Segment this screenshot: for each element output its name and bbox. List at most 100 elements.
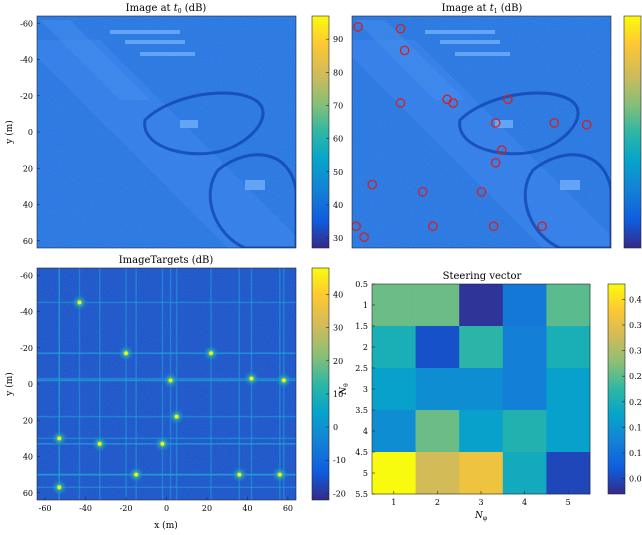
- y-tick-label: 5: [363, 469, 368, 478]
- target-peak: [169, 379, 173, 383]
- steering-cell: [546, 452, 590, 494]
- target-peak: [209, 351, 213, 355]
- steering-cell: [416, 410, 460, 452]
- ylabel-targets: y (m): [4, 372, 15, 397]
- steering-cell: [546, 410, 590, 452]
- sar-image-t1: [335, 16, 642, 300]
- steering-cell: [459, 284, 503, 326]
- colorbar-tick-label: 0.3: [629, 347, 642, 356]
- colorbar-tick-label: -10: [333, 456, 346, 465]
- colorbar-tick-label: 20: [333, 357, 343, 366]
- x-tick-label: -60: [39, 504, 52, 513]
- steering-cell: [372, 284, 416, 326]
- steering-cell: [459, 368, 503, 410]
- y-tick-label: 2: [363, 343, 368, 352]
- target-peak: [250, 377, 254, 381]
- x-tick-label: 1: [391, 498, 396, 507]
- x-tick-label: 20: [202, 504, 212, 513]
- colorbar-tick-label: 0.25: [629, 372, 642, 381]
- steering-cell: [546, 326, 590, 368]
- x-tick-label: -40: [79, 504, 92, 513]
- steering-cell: [372, 452, 416, 494]
- y-tick-label: 3.5: [355, 406, 368, 415]
- y-tick-label: 60: [23, 237, 33, 246]
- colorbar-steering: [608, 284, 625, 494]
- x-tick-label: 4: [522, 498, 527, 507]
- y-tick-label: 3: [363, 385, 368, 394]
- steering-cells: [372, 284, 590, 494]
- y-tick-label: 4.5: [355, 448, 368, 457]
- target-peak: [161, 442, 165, 446]
- x-tick-label: 0: [164, 504, 169, 513]
- y-tick-label: -40: [20, 56, 33, 65]
- x-tick-label: -20: [120, 504, 133, 513]
- y-tick-label: 0.5: [355, 280, 368, 289]
- colorbar-tick-label: 80: [333, 68, 343, 77]
- xlabel-targets: x (m): [154, 520, 178, 531]
- xlabel-steering: Nφ: [474, 511, 487, 522]
- target-peak: [98, 442, 102, 446]
- steering-cell: [503, 368, 547, 410]
- x-tick-label: 3: [478, 498, 483, 507]
- y-tick-label: 5.5: [355, 490, 368, 499]
- targets-heatmap: [37, 268, 296, 500]
- target-peak: [278, 473, 282, 477]
- target-peak: [175, 415, 179, 419]
- y-tick-label: 60: [23, 489, 33, 498]
- colorbar-tick-label: 60: [333, 135, 343, 144]
- y-tick-label: 2.5: [355, 364, 368, 373]
- x-tick-label: 5: [566, 498, 571, 507]
- target-peak: [78, 301, 82, 305]
- y-tick-label: 1: [363, 301, 368, 310]
- colorbar-t0: [312, 16, 329, 248]
- steering-cell: [459, 410, 503, 452]
- y-tick-label: -20: [20, 344, 33, 353]
- colorbar-tick-label: 30: [333, 234, 343, 243]
- title-image-targets: ImageTargets (dB): [119, 255, 214, 266]
- y-tick-label: 20: [23, 416, 33, 425]
- colorbar-tick-label: 0.05: [629, 475, 642, 484]
- colorbar-tick-label: 0.1: [629, 449, 642, 458]
- y-tick-label: 0: [28, 128, 33, 137]
- colorbar-tick-label: 0: [333, 423, 338, 432]
- steering-cell: [459, 326, 503, 368]
- y-tick-label: -60: [20, 19, 33, 28]
- y-tick-label: 40: [23, 201, 33, 210]
- steering-cell: [372, 410, 416, 452]
- colorbar-tick-label: 30: [333, 324, 343, 333]
- colorbar-tick-label: 90: [333, 35, 343, 44]
- steering-cell: [372, 368, 416, 410]
- steering-cell: [503, 452, 547, 494]
- steering-cell: [372, 326, 416, 368]
- steering-cell: [416, 284, 460, 326]
- steering-cell: [459, 452, 503, 494]
- steering-cell: [416, 368, 460, 410]
- colorbar-tick-label: -20: [333, 489, 346, 498]
- target-peak: [238, 473, 242, 477]
- colorbar-tick-label: 0.4: [629, 295, 642, 304]
- panel-image-targets: ImageTargets (dB) -60 -40 -20 0 20 40 60 -60 -4…: [4, 255, 346, 531]
- target-peak: [282, 379, 286, 383]
- x-tick-label: 40: [242, 504, 252, 513]
- colorbar-tick-label: 40: [333, 291, 343, 300]
- y-tick-label: 4: [363, 427, 368, 436]
- target-peak: [57, 486, 61, 490]
- title-steering: Steering vector: [443, 271, 522, 282]
- steering-cell: [546, 368, 590, 410]
- colorbar-tick-label: 70: [333, 101, 343, 110]
- x-tick-label: 2: [435, 498, 440, 507]
- colorbar-tick-label: 0.2: [629, 398, 642, 407]
- steering-cell: [503, 284, 547, 326]
- steering-cell: [416, 326, 460, 368]
- title-image-t1: Image at t1 (dB): [442, 3, 523, 15]
- y-tick-label: 1.5: [355, 322, 368, 331]
- ylabel-t0: y (m): [4, 120, 15, 145]
- steering-cell: [503, 326, 547, 368]
- y-tick-label: -20: [20, 92, 33, 101]
- colorbar-tick-label: 0.15: [629, 423, 642, 432]
- target-peak: [124, 351, 128, 355]
- steering-cell: [503, 410, 547, 452]
- colorbar-t1: [624, 16, 641, 248]
- panel-image-t1: Image at t1 (dB): [335, 3, 642, 300]
